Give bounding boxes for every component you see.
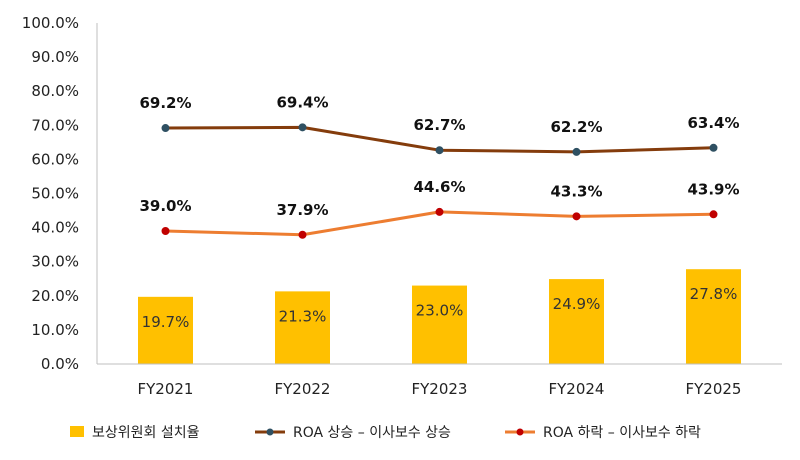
y-tick-label: 80.0% xyxy=(31,82,79,100)
line-data-label: 63.4% xyxy=(687,114,739,132)
data-point xyxy=(572,147,581,156)
bar-data-label: 19.7% xyxy=(142,313,190,331)
data-point xyxy=(298,123,307,132)
y-tick-label: 30.0% xyxy=(31,253,79,271)
legend-swatch-bar xyxy=(70,426,84,437)
x-tick-label: FY2025 xyxy=(686,380,742,398)
legend-swatch-marker xyxy=(516,428,524,436)
data-point xyxy=(298,230,307,239)
y-tick-label: 50.0% xyxy=(31,185,79,203)
data-point xyxy=(572,212,581,221)
x-tick-label: FY2024 xyxy=(549,380,605,398)
legend-label: 보상위원회 설치율 xyxy=(92,425,200,441)
y-tick-label: 70.0% xyxy=(31,116,79,134)
bar xyxy=(275,291,330,364)
legend-label: ROA 하락 – 이사보수 하락 xyxy=(543,425,701,441)
data-point xyxy=(709,210,718,219)
bar-series: 19.7% 21.3% 23.0% 24.9% 27.8% xyxy=(138,269,741,364)
data-point xyxy=(161,124,170,133)
y-tick-label: 40.0% xyxy=(31,219,79,237)
legend-label: ROA 상승 – 이사보수 상승 xyxy=(293,425,451,441)
line-data-label: 39.0% xyxy=(139,197,191,215)
bar-data-label: 24.9% xyxy=(553,295,601,313)
y-tick-label: 90.0% xyxy=(31,48,79,66)
x-tick-label: FY2023 xyxy=(412,380,468,398)
data-point xyxy=(709,143,718,152)
bar xyxy=(412,285,467,364)
x-tick-label: FY2021 xyxy=(138,380,194,398)
y-tick-label: 0.0% xyxy=(41,355,79,373)
line-series: 69.2% 69.4% 62.7% 62.2% 63.4% 39.0% 37.9% 44.6%… xyxy=(139,93,740,239)
y-tick-label: 10.0% xyxy=(31,321,79,339)
legend: 보상위원회 설치율 ROA 상승 – 이사보수 상승 ROA 하락 – 이사보수 하… xyxy=(70,425,701,441)
line-data-label: 62.2% xyxy=(550,118,602,136)
line-data-label: 44.6% xyxy=(413,178,465,196)
bar-data-label: 21.3% xyxy=(279,307,327,325)
legend-swatch-marker xyxy=(266,428,274,436)
x-axis: FY2021 FY2022 FY2023 FY2024 FY2025 xyxy=(97,363,782,398)
y-axis: 0.0% 10.0% 20.0% 30.0% 40.0% 50.0% 60.0% 70.0% 8… xyxy=(22,14,98,373)
x-tick-label: FY2022 xyxy=(275,380,331,398)
y-tick-label: 20.0% xyxy=(31,287,79,305)
bar xyxy=(686,269,741,364)
line-data-label: 43.3% xyxy=(550,182,602,200)
y-tick-label: 100.0% xyxy=(22,14,79,32)
bar-data-label: 23.0% xyxy=(416,302,464,320)
line-data-label: 62.7% xyxy=(413,116,465,134)
bar xyxy=(138,296,193,364)
line-data-label: 69.4% xyxy=(276,93,328,111)
line-data-label: 37.9% xyxy=(276,201,328,219)
bar xyxy=(549,279,604,364)
line-data-label: 43.9% xyxy=(687,180,739,198)
bar-data-label: 27.8% xyxy=(690,285,738,303)
data-point xyxy=(435,146,444,155)
data-point xyxy=(161,227,170,236)
line-data-label: 69.2% xyxy=(139,94,191,112)
y-tick-label: 60.0% xyxy=(31,150,79,168)
data-point xyxy=(435,207,444,216)
